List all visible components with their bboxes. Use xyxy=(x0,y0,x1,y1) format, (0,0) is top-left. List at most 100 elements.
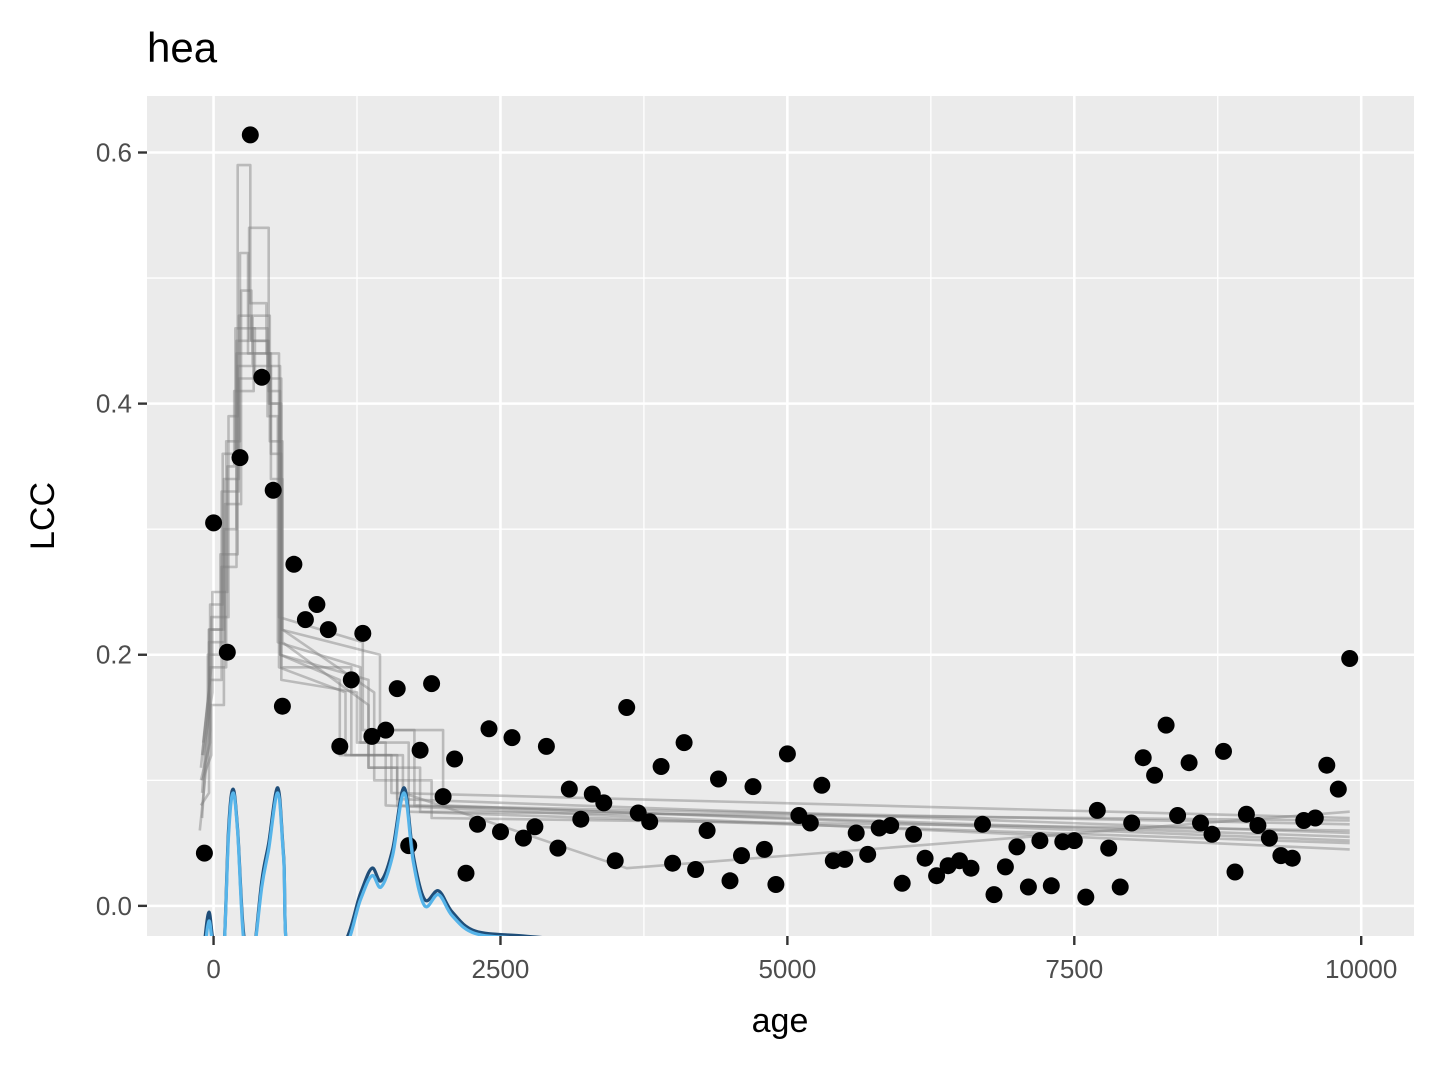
gridlines xyxy=(147,96,1414,936)
data-point xyxy=(400,837,418,855)
y-tick-label: 0.0 xyxy=(96,891,132,921)
data-point xyxy=(813,776,831,794)
data-point xyxy=(296,611,314,629)
data-point xyxy=(1180,754,1198,772)
x-axis-title: age xyxy=(752,1002,809,1040)
data-point xyxy=(503,729,521,747)
data-point xyxy=(560,780,578,798)
data-point xyxy=(985,886,1003,904)
data-point xyxy=(241,126,259,144)
data-point xyxy=(1065,832,1083,850)
data-point xyxy=(434,788,452,806)
data-point xyxy=(893,874,911,892)
data-point xyxy=(423,675,441,693)
data-point xyxy=(342,671,360,689)
data-point xyxy=(1146,766,1164,784)
data-point xyxy=(1134,749,1152,767)
data-point xyxy=(664,854,682,872)
data-point xyxy=(733,847,750,865)
data-point xyxy=(308,596,326,613)
density-curves xyxy=(203,786,543,936)
data-point xyxy=(583,785,601,803)
data-point xyxy=(1169,807,1187,824)
data-point xyxy=(675,734,693,752)
data-point xyxy=(1042,877,1060,895)
model-line xyxy=(199,314,1350,826)
data-point xyxy=(514,829,532,847)
data-point xyxy=(916,849,934,867)
data-point xyxy=(1100,839,1118,857)
data-point xyxy=(469,815,486,833)
data-point xyxy=(411,741,429,759)
data-point xyxy=(1306,809,1324,827)
x-tick-label: 5000 xyxy=(758,954,816,984)
model-line xyxy=(201,314,1350,822)
data-point xyxy=(1226,863,1244,881)
data-point xyxy=(1008,838,1026,856)
data-point xyxy=(354,624,372,642)
data-point xyxy=(231,449,249,467)
x-tick-label: 2500 xyxy=(472,954,530,984)
data-point xyxy=(698,822,716,839)
data-point xyxy=(1031,832,1049,850)
data-point xyxy=(537,737,555,755)
data-point xyxy=(205,514,223,532)
data-point xyxy=(1019,878,1037,896)
y-axis-title: LCC xyxy=(24,482,62,550)
data-point xyxy=(1192,814,1209,832)
data-point xyxy=(882,817,900,834)
data-point xyxy=(253,368,271,386)
model-line xyxy=(198,251,1350,831)
data-point xyxy=(572,810,590,828)
data-point xyxy=(480,720,498,738)
x-tick-label: 0 xyxy=(206,954,220,984)
data-point xyxy=(801,814,819,832)
data-point xyxy=(526,818,544,836)
data-point xyxy=(1329,780,1347,798)
data-point xyxy=(273,697,291,715)
data-point xyxy=(1318,756,1336,774)
data-point xyxy=(331,737,349,755)
data-point xyxy=(974,815,991,833)
data-point xyxy=(388,680,406,698)
data-point xyxy=(710,770,727,788)
data-point xyxy=(1203,825,1221,843)
data-point xyxy=(595,794,613,812)
data-point xyxy=(319,621,337,639)
data-point xyxy=(1341,650,1359,667)
data-point xyxy=(962,859,980,877)
data-point xyxy=(847,824,865,842)
data-point xyxy=(721,872,739,890)
data-point xyxy=(195,844,213,862)
model-line xyxy=(199,226,1350,835)
y-tick-label: 0.2 xyxy=(96,640,132,670)
data-point xyxy=(285,555,303,573)
data-point xyxy=(1157,716,1175,734)
data-point xyxy=(549,839,567,857)
data-point xyxy=(996,858,1014,876)
data-point xyxy=(687,861,705,878)
data-point xyxy=(1249,817,1267,834)
model-line xyxy=(201,364,1350,832)
data-point xyxy=(264,481,282,499)
data-point xyxy=(492,823,509,841)
data-point xyxy=(905,825,923,843)
data-point xyxy=(446,750,464,768)
data-point xyxy=(744,778,762,796)
data-point xyxy=(1111,878,1129,896)
data-point xyxy=(778,745,796,763)
data-point xyxy=(928,867,946,885)
data-point xyxy=(377,721,395,739)
data-point xyxy=(1260,829,1278,847)
data-point xyxy=(1088,801,1106,819)
data-point xyxy=(606,852,624,870)
x-tick-label: 10000 xyxy=(1325,954,1397,984)
data-point xyxy=(859,845,877,863)
y-tick-label: 0.4 xyxy=(96,389,132,419)
data-point xyxy=(641,813,659,831)
data-point xyxy=(1283,849,1301,867)
data-point xyxy=(218,643,236,661)
x-tick-label: 7500 xyxy=(1045,954,1103,984)
model-line xyxy=(200,289,1350,851)
data-point xyxy=(836,850,854,868)
